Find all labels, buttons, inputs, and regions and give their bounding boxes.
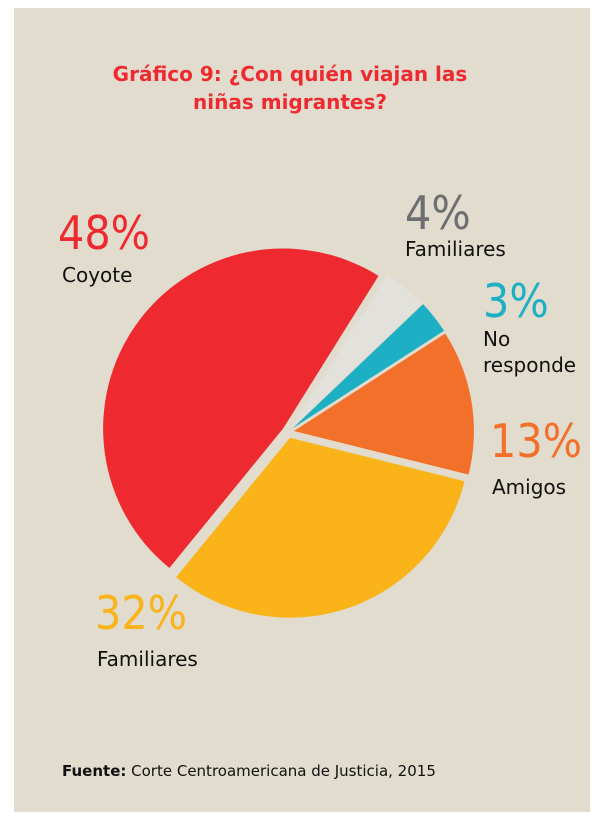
- value-label: 32%: [95, 586, 187, 640]
- category-label: Amigos: [492, 475, 567, 499]
- category-label: Coyote: [62, 263, 133, 287]
- pie-slice: [291, 274, 423, 428]
- category-label: No responde: [483, 327, 577, 377]
- category-label: Familiares: [97, 647, 198, 671]
- pie-slice: [293, 333, 474, 475]
- pie-slice: [292, 304, 445, 429]
- pie-slice: [176, 437, 465, 618]
- pie-slice: [103, 248, 379, 568]
- value-label: 48%: [58, 206, 150, 260]
- source-label: Fuente:: [62, 762, 127, 780]
- value-label: 13%: [490, 414, 582, 468]
- source-text: Corte Centroamericana de Justicia, 2015: [131, 762, 436, 780]
- value-label: 4%: [405, 186, 471, 240]
- category-label: Familiares: [405, 237, 506, 261]
- source: Fuente: Corte Centroamericana de Justici…: [62, 762, 436, 780]
- value-label: 3%: [483, 274, 549, 328]
- chart-title: Gráfico 9: ¿Con quién viajan las niñas m…: [112, 62, 468, 114]
